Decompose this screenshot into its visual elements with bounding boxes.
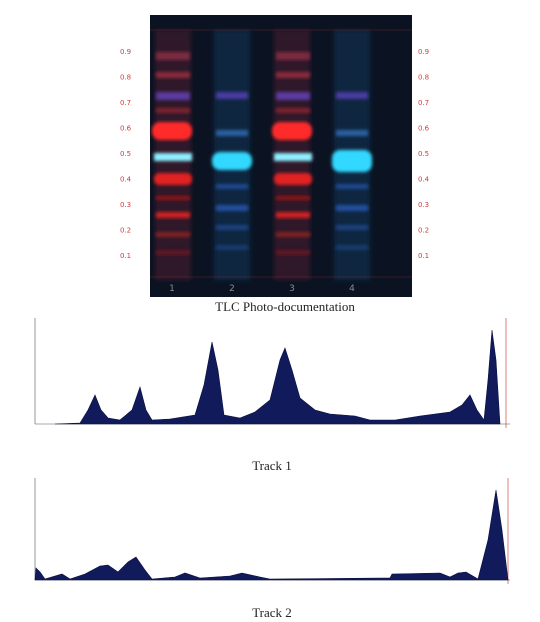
rf-label-left: 0.2 — [120, 227, 131, 235]
rf-label-right: 0.6 — [418, 125, 430, 133]
rf-label-right: 0.4 — [418, 176, 430, 184]
rf-label-left: 0.7 — [120, 99, 131, 107]
rf-label-right: 0.1 — [418, 252, 429, 260]
track-1-caption: Track 1 — [252, 458, 292, 473]
lane-number: 3 — [289, 284, 295, 294]
tlc-plate — [150, 15, 412, 297]
rf-label-right: 0.3 — [418, 201, 429, 209]
rf-label-left: 0.6 — [120, 125, 132, 133]
lane-number: 1 — [169, 284, 175, 294]
rf-label-left: 0.1 — [120, 252, 131, 260]
rf-label-left: 0.8 — [120, 74, 131, 82]
plate-caption: TLC Photo-documentation — [215, 299, 355, 314]
lane-number: 2 — [229, 284, 235, 294]
rf-label-right: 0.8 — [418, 74, 429, 82]
track-2-caption: Track 2 — [252, 605, 292, 620]
densitogram-track-1 — [34, 318, 510, 428]
rf-label-left: 0.9 — [120, 48, 131, 56]
rf-label-left: 0.3 — [120, 201, 131, 209]
rf-label-left: 0.4 — [120, 176, 132, 184]
lane-number: 4 — [349, 284, 355, 294]
rf-label-right: 0.9 — [418, 48, 429, 56]
densitogram-track-2 — [34, 478, 510, 584]
rf-label-right: 0.2 — [418, 227, 429, 235]
rf-label-right: 0.7 — [418, 99, 429, 107]
rf-label-left: 0.5 — [120, 150, 131, 158]
rf-label-right: 0.5 — [418, 150, 429, 158]
